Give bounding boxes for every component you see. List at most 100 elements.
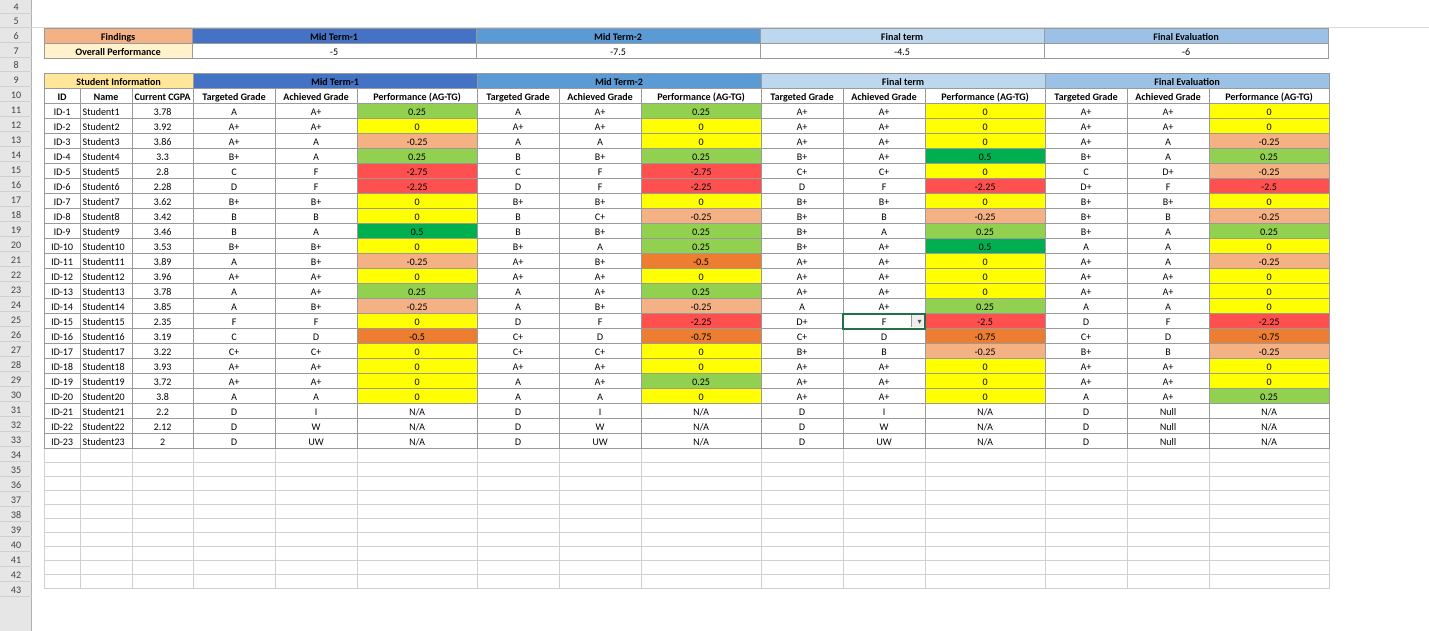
empty-cell[interactable] (925, 547, 1045, 561)
cell-pf[interactable]: 0 (641, 389, 761, 404)
row-header-30[interactable]: 30 (0, 387, 32, 402)
cell-tg[interactable]: D (1045, 314, 1127, 329)
cell-tg[interactable]: B (193, 224, 275, 239)
empty-cell[interactable] (275, 519, 357, 533)
cell-ag[interactable]: D (1127, 329, 1209, 344)
cell-ag[interactable]: F (275, 164, 357, 179)
cell-pf[interactable]: -0.25 (1209, 209, 1329, 224)
empty-cell[interactable] (1045, 449, 1127, 463)
empty-cell[interactable] (1127, 533, 1209, 547)
cell-tg[interactable]: A (477, 134, 559, 149)
empty-cell[interactable] (132, 533, 193, 547)
cell-pf[interactable]: -0.75 (1209, 329, 1329, 344)
empty-cell[interactable] (1209, 519, 1329, 533)
row-header-29[interactable]: 29 (0, 372, 32, 387)
cell-pf[interactable]: -0.25 (641, 299, 761, 314)
cell-ag[interactable]: B+ (559, 194, 641, 209)
cell-tg[interactable]: A+ (761, 284, 843, 299)
cell-ag[interactable]: A (275, 134, 357, 149)
cell-ag[interactable]: A (275, 224, 357, 239)
row-header-35[interactable]: 35 (0, 462, 32, 477)
cell-tg[interactable]: A+ (193, 269, 275, 284)
cell-tg[interactable]: C (477, 164, 559, 179)
cell-ag[interactable]: A (1127, 149, 1209, 164)
cell-tg[interactable]: A (193, 104, 275, 119)
empty-cell[interactable] (193, 575, 275, 589)
cell-ag[interactable]: F (275, 179, 357, 194)
cell-id[interactable]: ID-7 (44, 194, 80, 209)
empty-cell[interactable] (80, 519, 132, 533)
empty-cell[interactable] (1127, 547, 1209, 561)
cell-ag[interactable]: A (1127, 239, 1209, 254)
cell-cgpa[interactable]: 3.96 (132, 269, 193, 284)
cell-pf[interactable]: -0.75 (641, 329, 761, 344)
empty-cell[interactable] (132, 575, 193, 589)
empty-cell[interactable] (559, 519, 641, 533)
empty-cell[interactable] (193, 519, 275, 533)
empty-cell[interactable] (32, 547, 44, 561)
cell-tg[interactable]: D+ (761, 314, 843, 329)
cell-ag[interactable]: UW (843, 434, 925, 449)
cell-pf[interactable]: N/A (925, 404, 1045, 419)
cell-id[interactable]: ID-2 (44, 119, 80, 134)
cell-tg[interactable]: C+ (193, 344, 275, 359)
cell-ag[interactable]: A+ (275, 119, 357, 134)
cell-tg[interactable]: A+ (1045, 134, 1127, 149)
cell-name[interactable]: Student4 (80, 149, 132, 164)
cell-ag[interactable]: B+ (275, 254, 357, 269)
empty-cell[interactable] (843, 477, 925, 491)
empty-cell[interactable] (44, 463, 80, 477)
cell-pf[interactable]: 0 (1209, 284, 1329, 299)
empty-cell[interactable] (1045, 533, 1127, 547)
cell-pf[interactable]: 0 (1209, 299, 1329, 314)
cell-ag[interactable]: W (559, 419, 641, 434)
row-header-18[interactable]: 18 (0, 207, 32, 222)
cell-ag[interactable]: A (843, 224, 925, 239)
empty-cell[interactable] (132, 561, 193, 575)
empty-cell[interactable] (761, 505, 843, 519)
cell-ag[interactable]: A (559, 389, 641, 404)
cell-ag[interactable]: A+ (559, 104, 641, 119)
cell-ag[interactable]: I (843, 404, 925, 419)
cell-pf[interactable]: -0.5 (357, 329, 477, 344)
empty-cell[interactable] (925, 505, 1045, 519)
empty-cell[interactable] (843, 449, 925, 463)
cell-tg[interactable]: B+ (761, 224, 843, 239)
empty-cell[interactable] (1209, 477, 1329, 491)
cell-pf[interactable]: 0.25 (357, 149, 477, 164)
row-header-36[interactable]: 36 (0, 477, 32, 492)
cell-pf[interactable]: -2.25 (357, 179, 477, 194)
row-header-13[interactable]: 13 (0, 132, 32, 147)
cell-ag[interactable]: A+ (843, 104, 925, 119)
empty-cell[interactable] (80, 449, 132, 463)
row-header-24[interactable]: 24 (0, 297, 32, 312)
cell-ag[interactable]: F (559, 314, 641, 329)
cell-pf[interactable]: 0.25 (641, 374, 761, 389)
cell-pf[interactable]: 0 (1209, 119, 1329, 134)
empty-cell[interactable] (925, 477, 1045, 491)
cell-ag[interactable]: A+ (1127, 389, 1209, 404)
cell-ag[interactable]: F (559, 179, 641, 194)
empty-cell[interactable] (193, 533, 275, 547)
empty-cell[interactable] (1045, 561, 1127, 575)
cell-tg[interactable]: D (193, 434, 275, 449)
cell-id[interactable]: ID-8 (44, 209, 80, 224)
row-header-22[interactable]: 22 (0, 267, 32, 282)
empty-cell[interactable] (1127, 463, 1209, 477)
cell-ag[interactable]: A+ (843, 134, 925, 149)
cell-pf[interactable]: 0 (641, 344, 761, 359)
cell-tg[interactable]: B+ (1045, 224, 1127, 239)
empty-cell[interactable] (1209, 561, 1329, 575)
cell-ag[interactable]: A+ (843, 149, 925, 164)
row-header-33[interactable]: 33 (0, 432, 32, 447)
cell-pf[interactable]: 0 (1209, 374, 1329, 389)
cell-name[interactable]: Student16 (80, 329, 132, 344)
empty-cell[interactable] (275, 533, 357, 547)
cell-tg[interactable]: B (477, 149, 559, 164)
cell-id[interactable]: ID-20 (44, 389, 80, 404)
empty-cell[interactable] (641, 505, 761, 519)
empty-cell[interactable] (925, 463, 1045, 477)
cell-tg[interactable]: D (761, 404, 843, 419)
empty-cell[interactable] (1045, 505, 1127, 519)
cell-cgpa[interactable]: 3.53 (132, 239, 193, 254)
